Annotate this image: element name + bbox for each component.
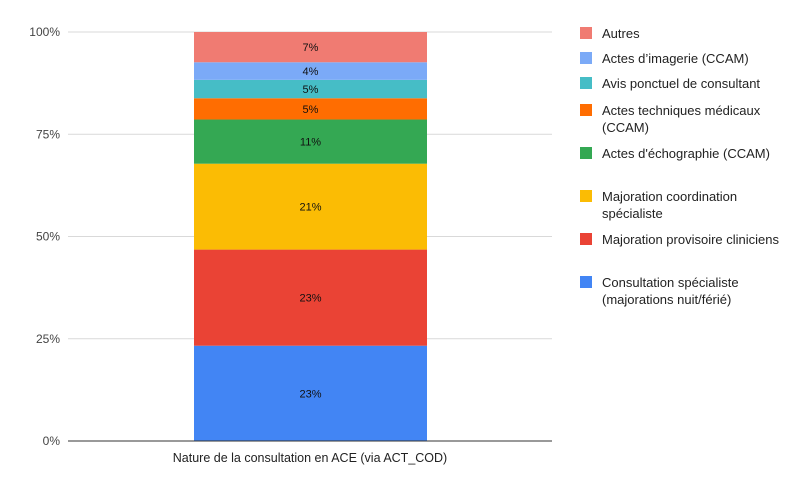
legend-item: Consultation spécialiste (majorations nu… [580, 274, 792, 308]
data-label-8: 7% [303, 42, 319, 54]
data-labels: 23% 23% 21% 11% 5% 5% 4% 7% [299, 42, 321, 400]
legend-swatch [580, 276, 592, 288]
data-label-3: 21% [299, 202, 321, 214]
data-label-7: 4% [303, 66, 319, 78]
legend-item: Autres [580, 25, 792, 42]
legend-swatch [580, 52, 592, 64]
y-axis-ticks: 0% 25% 50% 75% 100% [29, 25, 60, 448]
bar-segment-7 [194, 62, 427, 80]
data-label-5: 5% [303, 104, 319, 116]
legend-item: Majoration provisoire cliniciens [580, 231, 792, 248]
legend-item: Actes techniques médicaux (CCAM) [580, 102, 792, 136]
bar-segment-8 [194, 32, 427, 63]
data-label-2: 23% [299, 293, 321, 305]
bar-segment-4 [194, 119, 427, 164]
legend-swatch [580, 27, 592, 39]
legend-item: Majoration coordination spécialiste [580, 188, 792, 222]
data-label-4: 11% [300, 137, 321, 149]
legend-label: Consultation spécialiste (majorations nu… [602, 275, 739, 307]
bar-segment-2 [194, 249, 427, 346]
legend-swatch [580, 147, 592, 159]
y-tick-label: 50% [36, 230, 60, 244]
y-tick-label: 25% [36, 332, 60, 346]
legend-item: Actes d'échographie (CCAM) [580, 145, 792, 162]
legend-swatch [580, 190, 592, 202]
legend-item: Actes d’imagerie (CCAM) [580, 50, 792, 67]
legend-label: Actes d’imagerie (CCAM) [602, 51, 749, 66]
bar-segment-6 [194, 79, 427, 99]
legend-swatch [580, 104, 592, 116]
x-axis-category-label: Nature de la consultation en ACE (via AC… [173, 451, 447, 465]
y-tick-label: 0% [43, 434, 61, 448]
legend-swatch [580, 77, 592, 89]
legend-swatch [580, 233, 592, 245]
data-label-6: 5% [303, 84, 319, 96]
legend-label: Majoration provisoire cliniciens [602, 232, 780, 247]
legend-label: Majoration coordination spécialiste [602, 189, 738, 221]
legend-label: Actes d'échographie (CCAM) [602, 146, 770, 161]
legend-label: Avis ponctuel de consultant [602, 76, 761, 91]
data-label-1: 23% [299, 388, 321, 400]
legend-label: Autres [602, 26, 640, 41]
bar-segment-1 [194, 345, 427, 441]
bar-segments [194, 32, 427, 441]
bar-segment-5 [194, 98, 427, 120]
y-tick-label: 75% [36, 127, 60, 141]
legend-item: Avis ponctuel de consultant [580, 75, 792, 92]
legend-label: Actes techniques médicaux (CCAM) [602, 103, 761, 135]
y-tick-label: 100% [29, 25, 60, 39]
bar-segment-3 [194, 163, 427, 250]
